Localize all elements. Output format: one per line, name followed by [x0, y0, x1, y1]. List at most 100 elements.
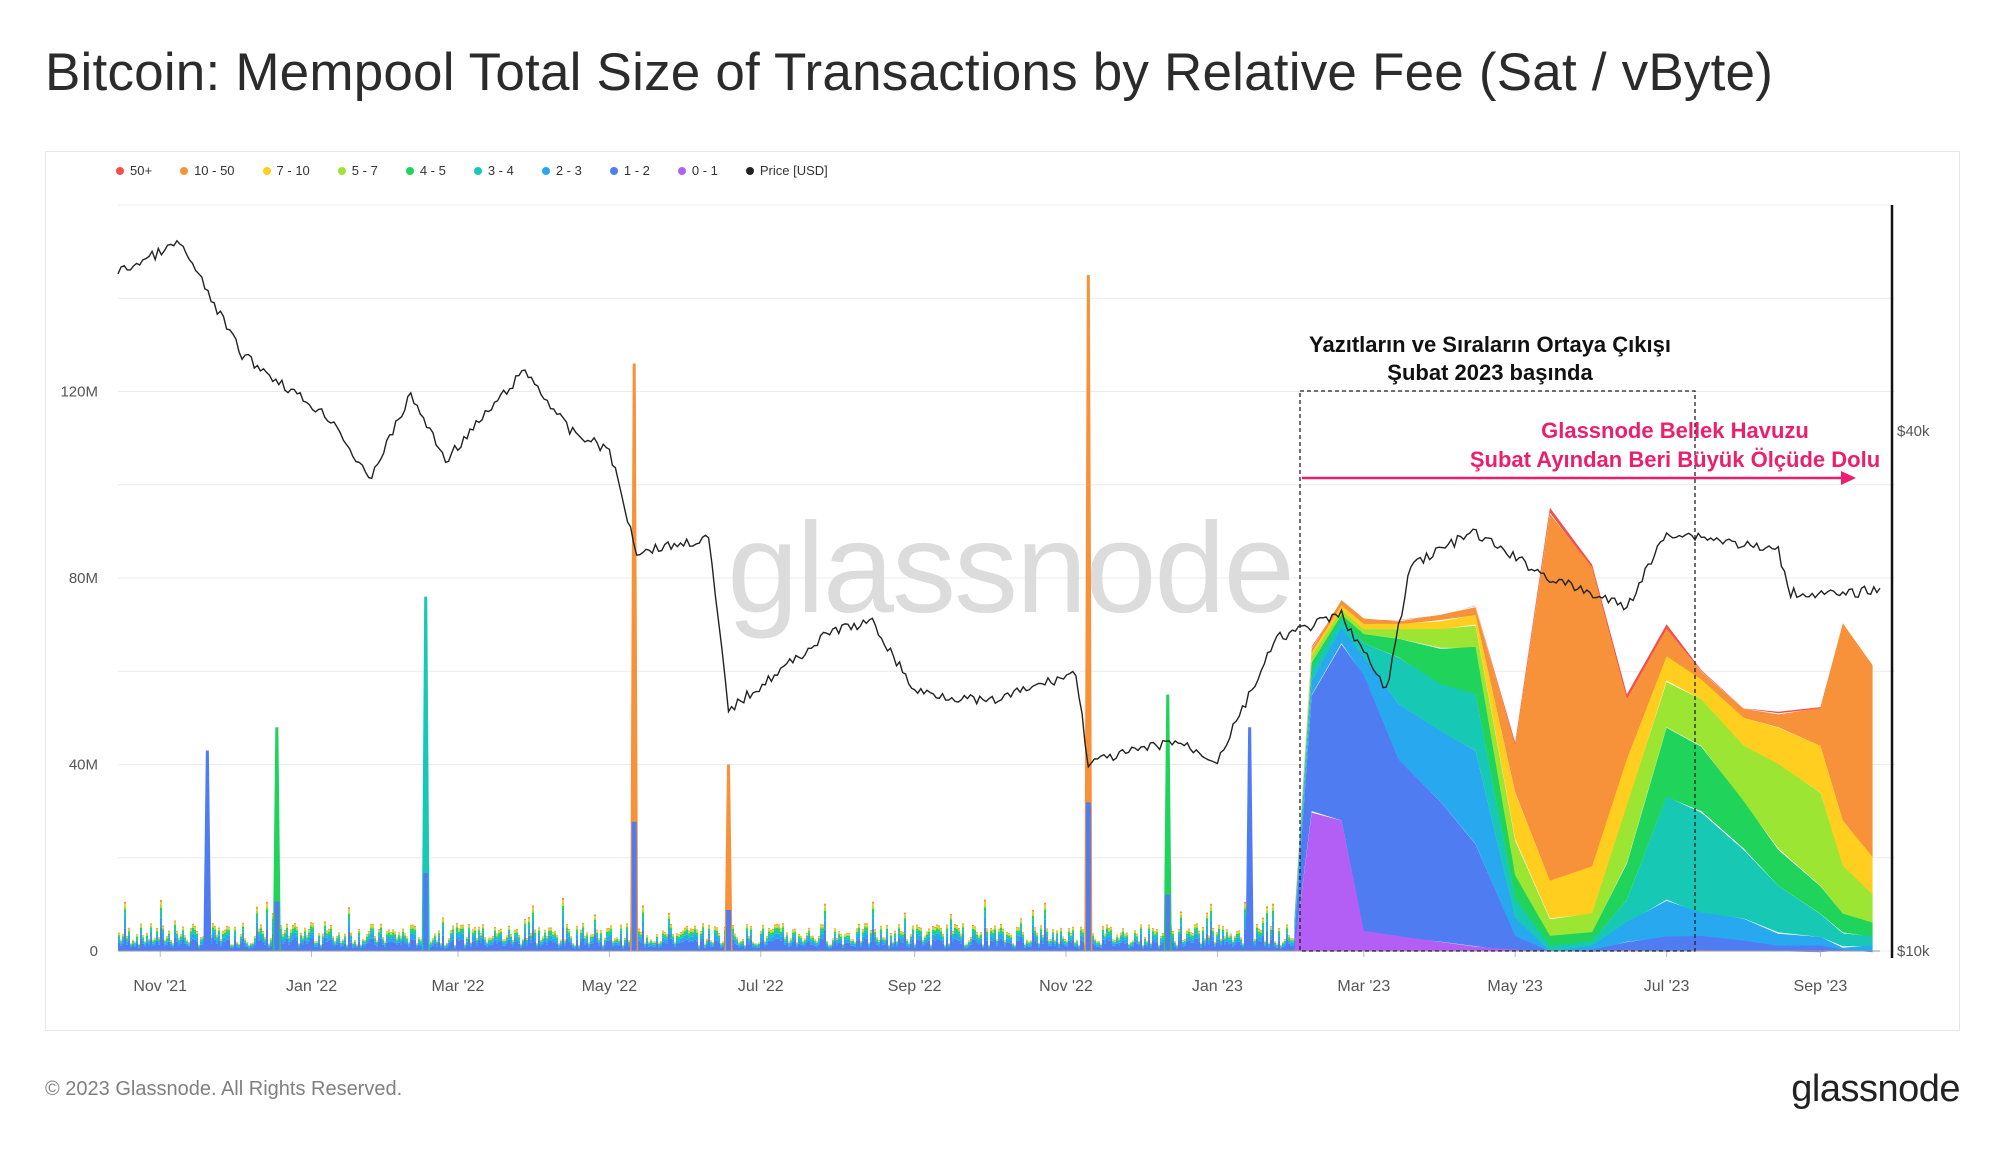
noise-segment [766, 941, 768, 945]
noise-segment [314, 943, 316, 945]
noise-segment [1286, 930, 1288, 934]
noise-segment [790, 938, 792, 940]
noise-segment [382, 939, 384, 941]
noise-segment [280, 929, 282, 932]
noise-segment [1264, 942, 1266, 944]
legend-item[interactable]: Price [USD] [745, 163, 828, 178]
noise-segment [874, 934, 876, 937]
noise-segment [336, 937, 338, 939]
noise-segment [120, 940, 122, 942]
noise-segment [878, 943, 880, 947]
noise-segment [260, 926, 262, 929]
legend-item[interactable]: 2 - 3 [541, 163, 582, 178]
noise-segment [1134, 932, 1136, 934]
noise-segment [604, 939, 606, 941]
legend-item[interactable]: 0 - 1 [677, 163, 718, 178]
noise-segment [386, 942, 388, 951]
noise-segment [890, 939, 892, 943]
noise-segment [926, 936, 928, 939]
noise-segment [1234, 936, 1236, 938]
noise-segment [1288, 937, 1290, 939]
noise-segment [552, 934, 554, 937]
noise-segment [926, 932, 928, 934]
noise-segment [406, 941, 408, 945]
noise-segment [614, 941, 616, 943]
noise-segment [920, 928, 922, 930]
legend-item[interactable]: 7 - 10 [262, 163, 310, 178]
noise-segment [336, 939, 338, 942]
noise-segment [1192, 934, 1194, 936]
noise-segment [302, 944, 304, 951]
noise-segment [808, 927, 810, 929]
legend-item[interactable]: 5 - 7 [337, 163, 378, 178]
noise-segment [404, 933, 406, 935]
noise-segment [880, 926, 882, 929]
noise-segment [372, 925, 374, 927]
noise-segment [910, 938, 912, 941]
legend-item[interactable]: 4 - 5 [405, 163, 446, 178]
noise-segment [452, 928, 454, 930]
noise-segment [1048, 941, 1050, 943]
noise-segment [928, 933, 930, 937]
noise-segment [118, 936, 120, 940]
noise-segment [330, 934, 332, 940]
noise-segment [1136, 937, 1138, 940]
noise-segment [700, 937, 702, 942]
noise-segment [138, 945, 140, 947]
noise-segment [1200, 944, 1202, 946]
noise-segment [448, 938, 450, 939]
legend-item[interactable]: 1 - 2 [609, 163, 650, 178]
noise-segment [254, 935, 256, 937]
noise-segment [1148, 924, 1150, 926]
noise-segment [642, 915, 644, 922]
noise-segment [962, 924, 964, 926]
noise-segment [286, 929, 288, 934]
noise-segment [544, 929, 546, 931]
noise-segment [958, 933, 960, 937]
noise-segment [850, 941, 852, 943]
noise-segment [1096, 944, 1098, 947]
noise-segment [258, 929, 260, 931]
noise-segment [1044, 913, 1046, 920]
noise-segment [1052, 941, 1054, 951]
noise-segment [126, 944, 128, 951]
noise-segment [386, 933, 388, 935]
noise-segment [804, 940, 806, 942]
noise-segment [960, 935, 962, 937]
noise-segment [266, 913, 268, 919]
noise-segment [120, 945, 122, 951]
noise-segment [586, 934, 588, 936]
noise-segment [798, 939, 800, 944]
noise-segment [398, 932, 400, 934]
noise-segment [188, 943, 190, 945]
noise-segment [214, 928, 216, 930]
legend-item[interactable]: 10 - 50 [180, 163, 235, 178]
noise-segment [712, 942, 714, 944]
noise-segment [188, 944, 190, 946]
noise-segment [694, 939, 696, 951]
noise-segment [702, 923, 704, 925]
noise-segment [694, 926, 696, 929]
noise-segment [546, 937, 548, 939]
band-0-1 [1294, 812, 1873, 953]
noise-segment [1048, 940, 1050, 941]
noise-segment [960, 933, 962, 935]
noise-segment [1162, 939, 1164, 943]
noise-segment [334, 946, 336, 951]
noise-segment [678, 938, 680, 941]
legend-item[interactable]: 50+ [116, 163, 152, 178]
noise-segment [794, 933, 796, 937]
legend-item[interactable]: 3 - 4 [473, 163, 514, 178]
noise-segment [866, 938, 868, 951]
noise-segment [854, 945, 856, 947]
noise-segment [1140, 933, 1142, 940]
legend: 50+ 10 - 50 7 - 10 5 - 7 4 - 5 3 - 4 2 - 3 1 - … [116, 163, 828, 178]
noise-segment [544, 930, 546, 932]
noise-segment [608, 940, 610, 951]
noise-segment [408, 946, 410, 951]
noise-segment [1256, 923, 1258, 926]
noise-segment [1066, 944, 1068, 947]
noise-segment [590, 937, 592, 939]
noise-segment [676, 935, 678, 938]
noise-segment [262, 932, 264, 934]
